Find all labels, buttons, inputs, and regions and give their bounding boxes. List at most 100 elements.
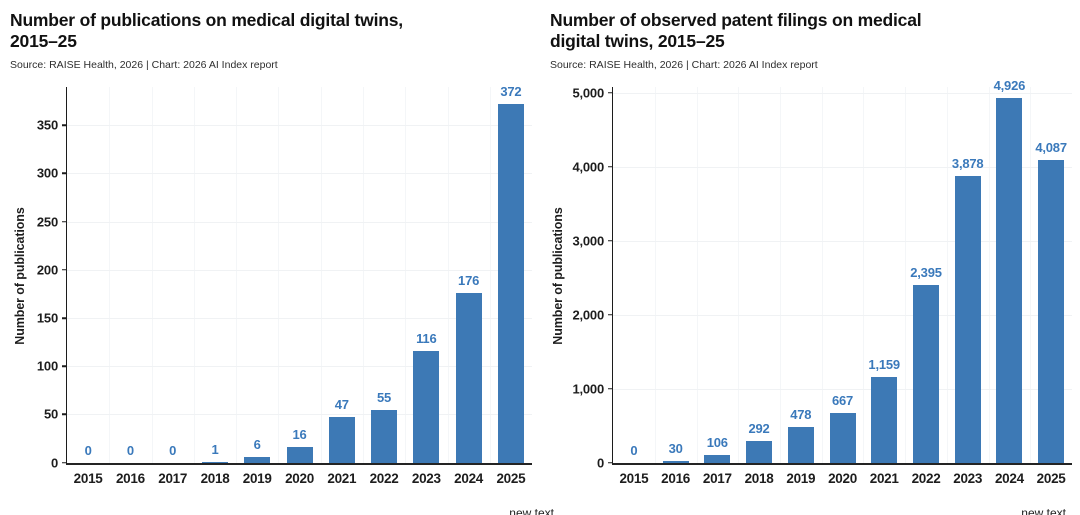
x-tick-label: 2022 xyxy=(369,470,399,486)
chart-source-credit: Source: RAISE Health, 2026 | Chart: 2026… xyxy=(550,58,818,71)
x-tick-label: 2019 xyxy=(242,470,272,486)
y-tick-label: 3,000 xyxy=(572,233,604,249)
horizontal-gridline xyxy=(67,173,532,175)
bar xyxy=(996,98,1023,463)
y-tick-mark xyxy=(62,172,67,175)
y-tick-mark xyxy=(62,365,67,368)
bar xyxy=(662,460,689,463)
vertical-gridline xyxy=(946,86,948,463)
bar-value-label: 106 xyxy=(706,434,728,450)
bar-value-label: 2,395 xyxy=(910,265,942,281)
chart-area: Number of publications 0 50 100 150 200 250 30… xyxy=(10,84,532,486)
bar xyxy=(746,441,772,463)
bar-value-label: 4,087 xyxy=(1035,140,1067,156)
x-tick-label: 2023 xyxy=(411,470,441,486)
y-tick-mark xyxy=(608,461,613,464)
x-tick-label: 2024 xyxy=(454,470,484,486)
x-tick-label: 2015 xyxy=(619,470,649,486)
vertical-gridline xyxy=(863,86,865,463)
y-tick-label: 0 xyxy=(596,455,604,471)
y-tick-mark xyxy=(62,220,67,223)
x-tick-label: 2020 xyxy=(828,470,857,486)
horizontal-gridline xyxy=(613,92,1072,94)
bar xyxy=(413,350,440,463)
bar-value-label: 667 xyxy=(831,393,854,409)
vertical-gridline xyxy=(696,86,698,463)
horizontal-gridline xyxy=(67,125,532,127)
vertical-gridline xyxy=(278,86,280,463)
x-tick-label: 2024 xyxy=(994,470,1024,486)
publications-chart-panel: Number of publications on medical digita… xyxy=(10,10,554,515)
bar-value-label: 1,159 xyxy=(868,356,900,372)
x-tick-label: 2022 xyxy=(911,470,941,486)
y-tick-label: 200 xyxy=(36,262,58,278)
y-tick-label: 250 xyxy=(36,214,58,230)
chart-title: Number of observed patent filings on med… xyxy=(550,10,1050,53)
x-tick-label: 2017 xyxy=(702,470,732,486)
bar-value-label: 55 xyxy=(376,389,392,405)
bar-value-label: 0 xyxy=(84,442,92,458)
cutoff-footer-text: new text xyxy=(1021,506,1066,515)
horizontal-gridline xyxy=(67,269,532,271)
vertical-gridline xyxy=(151,86,153,463)
y-tick-label: 50 xyxy=(43,406,58,422)
bar xyxy=(328,417,355,463)
bar-value-label: 0 xyxy=(126,442,134,458)
bar xyxy=(829,413,856,463)
horizontal-gridline xyxy=(613,240,1072,242)
plot-area: 0 50 100 150 200 250 300 350 0 2015 0 2016 0 2017 1 201… xyxy=(37,84,532,486)
y-tick-label: 4,000 xyxy=(572,159,604,175)
bar xyxy=(954,175,981,463)
chart-title-line2: 2015–25 xyxy=(10,31,77,52)
x-tick-label: 2023 xyxy=(953,470,983,486)
horizontal-gridline xyxy=(67,318,532,320)
vertical-gridline xyxy=(738,86,740,463)
cutoff-footer-text: new text xyxy=(509,506,554,515)
bar-value-label: 176 xyxy=(458,273,480,288)
bar-value-label: 47 xyxy=(334,397,349,413)
y-tick-mark xyxy=(608,165,613,168)
vertical-gridline xyxy=(109,86,111,463)
y-axis-label: Number of publications xyxy=(13,206,27,345)
y-tick-mark xyxy=(62,413,67,416)
y-tick-label: 5,000 xyxy=(572,85,604,101)
vertical-gridline xyxy=(362,86,364,463)
x-tick-label: 2018 xyxy=(744,470,774,486)
bar xyxy=(1038,160,1065,463)
bar-value-label: 6 xyxy=(253,436,261,452)
y-axis-label: Number of publications xyxy=(551,206,565,345)
y-tick-label: 0 xyxy=(50,455,58,471)
chart-area: Number of publications 0 1,000 2,000 3,000 4… xyxy=(550,78,1072,486)
horizontal-gridline xyxy=(67,414,532,416)
y-tick-mark xyxy=(62,269,67,271)
bar-value-label: 16 xyxy=(292,427,307,443)
chart-title-line1: Number of observed patent filings on med… xyxy=(550,10,922,30)
x-tick-label: 2016 xyxy=(115,470,145,486)
y-tick-mark xyxy=(62,461,67,464)
patent-filings-chart-panel: Number of observed patent filings on med… xyxy=(540,0,1080,515)
y-tick-mark xyxy=(62,317,67,319)
bar-value-label: 30 xyxy=(668,440,683,456)
horizontal-gridline xyxy=(613,388,1072,390)
vertical-gridline xyxy=(779,86,781,463)
vertical-gridline xyxy=(1030,86,1032,463)
x-tick-label: 2015 xyxy=(73,470,103,486)
x-tick-label: 2025 xyxy=(1036,470,1066,486)
y-tick-mark xyxy=(608,239,613,242)
horizontal-gridline xyxy=(613,166,1072,168)
bar-value-label: 116 xyxy=(416,330,437,346)
bar-value-label: 0 xyxy=(169,442,177,458)
vertical-gridline xyxy=(320,86,322,463)
y-tick-mark xyxy=(62,124,67,127)
x-tick-label: 2021 xyxy=(869,470,899,486)
y-tick-label: 2,000 xyxy=(572,307,604,323)
bar xyxy=(202,461,228,463)
vertical-gridline xyxy=(821,86,823,463)
bar-value-label: 3,878 xyxy=(951,155,984,171)
vertical-gridline xyxy=(405,86,407,463)
x-tick-label: 2016 xyxy=(661,470,691,486)
bar-value-label: 4,926 xyxy=(993,78,1026,94)
bar-value-label: 292 xyxy=(748,421,770,437)
bar-value-label: 478 xyxy=(790,407,812,423)
bar xyxy=(704,454,731,463)
